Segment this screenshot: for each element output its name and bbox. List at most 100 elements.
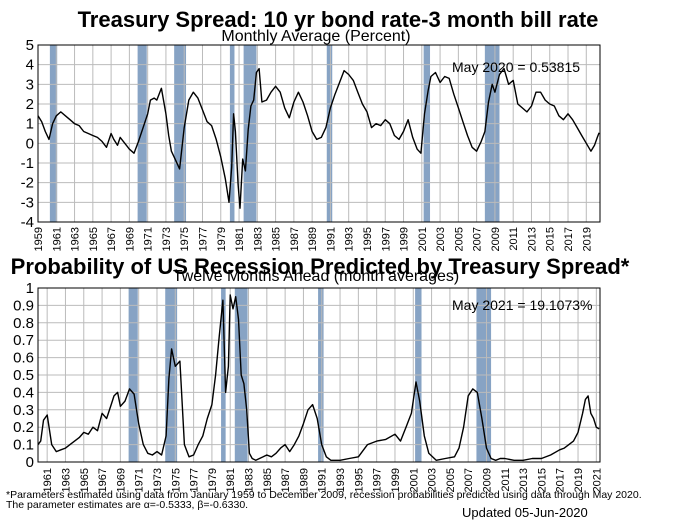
- x-tick-label: 1971: [143, 227, 155, 251]
- y-tick-label: 0.6: [13, 350, 34, 367]
- x-tick-label: 1971: [134, 468, 146, 492]
- x-tick-label: 2003: [427, 468, 439, 492]
- plot-frame: [37, 44, 601, 223]
- x-tick-label: 2015: [536, 468, 548, 492]
- recession-band: [174, 45, 187, 222]
- x-tick-label: 1963: [70, 227, 82, 251]
- x-tick-label: 1995: [362, 227, 374, 251]
- x-tick-label: 1997: [372, 468, 384, 492]
- plot-frame: [37, 287, 601, 463]
- x-tick-label: 1973: [152, 468, 164, 492]
- x-tick-label: 1989: [307, 227, 319, 251]
- latest-value-annotation: May 2021 = 19.1073%: [452, 297, 593, 313]
- y-tick-label: -2: [21, 175, 34, 192]
- y-tick-label: 0.7: [13, 332, 34, 349]
- recession-band: [423, 45, 431, 222]
- updated-date: Updated 05-Jun-2020: [462, 505, 588, 520]
- x-tick-label: 1965: [79, 468, 91, 492]
- y-tick-label: 0.1: [13, 437, 34, 454]
- x-tick-label: 1985: [271, 227, 283, 251]
- footnote-estimates: The parameter estimates are α=-0.5333, β…: [6, 499, 249, 511]
- y-tick-label: 0.9: [13, 297, 34, 314]
- footnote-parameters: *Parameters estimated using data from Ja…: [6, 489, 642, 501]
- x-tick-label: 1981: [234, 227, 246, 251]
- x-tick-label: 2013: [526, 227, 538, 251]
- y-tick-label: 0: [26, 454, 34, 471]
- series-line: [37, 294, 600, 461]
- x-tick-label: 2017: [555, 468, 567, 492]
- x-tick-label: 2001: [417, 227, 429, 251]
- x-tick-label: 1997: [380, 227, 392, 251]
- y-tick-label: 5: [26, 37, 34, 54]
- x-tick-label: 1961: [42, 468, 54, 492]
- x-tick-label: 1981: [225, 468, 237, 492]
- x-tick-label: 2009: [482, 468, 494, 492]
- x-tick-label: 1961: [51, 227, 63, 251]
- x-tick-label: 1969: [124, 227, 136, 251]
- top-chart-subtitle: Monthly Average (Percent): [221, 28, 410, 45]
- x-tick-label: 1999: [390, 468, 402, 492]
- x-tick-label: 2001: [408, 468, 420, 492]
- x-tick-label: 1993: [335, 468, 347, 492]
- x-tick-label: 2005: [445, 468, 457, 492]
- bottom-chart-title: Probability of US Recession Predicted by…: [11, 254, 630, 279]
- x-tick-label: 1991: [325, 227, 337, 251]
- x-tick-label: 2019: [573, 468, 585, 492]
- x-tick-label: 1987: [280, 468, 292, 492]
- y-tick-label: -3: [21, 194, 34, 211]
- recession-band: [137, 45, 147, 222]
- x-tick-label: 1983: [252, 227, 264, 251]
- x-tick-label: 2003: [435, 227, 447, 251]
- x-tick-label: 1999: [399, 227, 411, 251]
- x-tick-label: 1977: [189, 468, 201, 492]
- x-tick-label: 1967: [106, 227, 118, 251]
- x-tick-label: 1983: [244, 468, 256, 492]
- bottom-chart-subtitle: Twelve Months Ahead (month averages): [173, 268, 459, 285]
- y-tick-label: 0.5: [13, 367, 34, 384]
- recession-band: [229, 45, 235, 222]
- x-tick-label: 1979: [216, 227, 228, 251]
- recession-band: [243, 45, 257, 222]
- x-tick-label: 2021: [591, 468, 603, 492]
- top-chart-title: Treasury Spread: 10 yr bond rate-3 month…: [78, 7, 599, 32]
- series-line: [37, 67, 600, 209]
- x-tick-label: 1993: [344, 227, 356, 251]
- recession-band: [326, 45, 333, 222]
- latest-value-annotation: May 2020 = 0.53815: [452, 59, 580, 75]
- x-tick-label: 2005: [453, 227, 465, 251]
- y-tick-label: -1: [21, 155, 34, 172]
- y-tick-label: 0.3: [13, 402, 34, 419]
- x-tick-label: 2009: [490, 227, 502, 251]
- x-tick-label: 1963: [60, 468, 72, 492]
- x-tick-label: 1995: [353, 468, 365, 492]
- x-tick-label: 1975: [179, 227, 191, 251]
- x-tick-label: 2013: [518, 468, 530, 492]
- y-tick-label: -4: [21, 214, 34, 231]
- x-tick-label: 1965: [88, 227, 100, 251]
- x-tick-label: 1977: [197, 227, 209, 251]
- x-tick-label: 1989: [298, 468, 310, 492]
- x-tick-label: 1959: [33, 227, 45, 251]
- y-tick-label: 1: [26, 116, 34, 133]
- x-tick-label: 2015: [545, 227, 557, 251]
- y-tick-label: 0.8: [13, 315, 34, 332]
- x-tick-label: 1985: [262, 468, 274, 492]
- x-tick-label: 2011: [508, 227, 520, 251]
- probability-chart: 10.90.80.70.60.50.40.30.20.10 1961 1963 196…: [13, 280, 603, 492]
- y-tick-label: 0.2: [13, 419, 34, 436]
- recession-band: [49, 45, 58, 222]
- x-tick-label: 2017: [563, 227, 575, 251]
- x-tick-label: 1969: [115, 468, 127, 492]
- x-tick-label: 1991: [317, 468, 329, 492]
- y-tick-label: 2: [26, 96, 34, 113]
- x-tick-label: 1975: [170, 468, 182, 492]
- y-tick-label: 0: [26, 135, 34, 152]
- x-tick-label: 2007: [463, 468, 475, 492]
- x-tick-label: 1987: [289, 227, 301, 251]
- x-tick-label: 1967: [97, 468, 109, 492]
- x-tick-label: 2011: [500, 468, 512, 492]
- x-tick-label: 1979: [207, 468, 219, 492]
- y-tick-label: 4: [26, 57, 34, 74]
